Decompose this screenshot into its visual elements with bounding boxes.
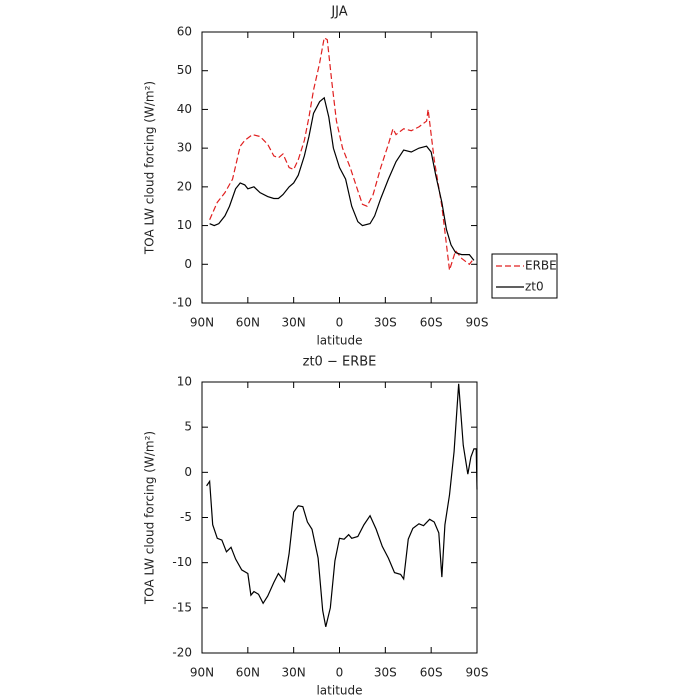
x-axis-label: latitude bbox=[316, 684, 362, 698]
x-tick-label: 90N bbox=[190, 316, 214, 330]
y-tick-label: 40 bbox=[177, 102, 192, 116]
y-tick-label: 0 bbox=[184, 257, 192, 271]
x-tick-label: 30S bbox=[374, 666, 397, 680]
legend-label: ERBE bbox=[525, 259, 557, 273]
x-tick-label: 60S bbox=[420, 316, 443, 330]
y-tick-label: -10 bbox=[172, 555, 192, 569]
y-tick-label: 0 bbox=[184, 465, 192, 479]
x-tick-label: 30N bbox=[282, 666, 306, 680]
chart-title: zt0 − ERBE bbox=[303, 355, 377, 370]
legend-box bbox=[491, 253, 558, 299]
x-tick-label: 90N bbox=[190, 666, 214, 680]
y-tick-label: 50 bbox=[177, 63, 192, 77]
x-tick-label: 30S bbox=[374, 316, 397, 330]
data-line bbox=[206, 383, 478, 627]
data-line bbox=[209, 96, 475, 261]
chart-title: JJA bbox=[330, 5, 347, 20]
data-line bbox=[209, 36, 475, 271]
y-tick-label: 5 bbox=[184, 420, 192, 434]
x-tick-label: 90S bbox=[466, 666, 489, 680]
y-tick-label: -10 bbox=[172, 296, 192, 310]
y-tick-label: 10 bbox=[177, 218, 192, 232]
y-tick-label: -20 bbox=[172, 646, 192, 660]
plot-frame bbox=[201, 381, 478, 654]
x-tick-label: 60N bbox=[236, 316, 260, 330]
x-tick-label: 0 bbox=[336, 316, 344, 330]
y-tick-label: -5 bbox=[180, 510, 192, 524]
x-tick-label: 60N bbox=[236, 666, 260, 680]
x-axis-label: latitude bbox=[316, 334, 362, 348]
x-tick-label: 30N bbox=[282, 316, 306, 330]
x-tick-label: 90S bbox=[466, 316, 489, 330]
legend-label: zt0 bbox=[525, 280, 544, 294]
y-tick-label: 20 bbox=[177, 179, 192, 193]
y-tick-label: 60 bbox=[177, 25, 192, 39]
y-tick-label: 30 bbox=[177, 141, 192, 155]
x-tick-label: 0 bbox=[336, 666, 344, 680]
y-tick-label: 10 bbox=[177, 375, 192, 389]
x-tick-label: 60S bbox=[420, 666, 443, 680]
y-tick-label: -15 bbox=[172, 600, 192, 614]
y-axis-label: TOA LW cloud forcing (W/m²) bbox=[143, 81, 157, 255]
y-axis-label: TOA LW cloud forcing (W/m²) bbox=[143, 431, 157, 605]
